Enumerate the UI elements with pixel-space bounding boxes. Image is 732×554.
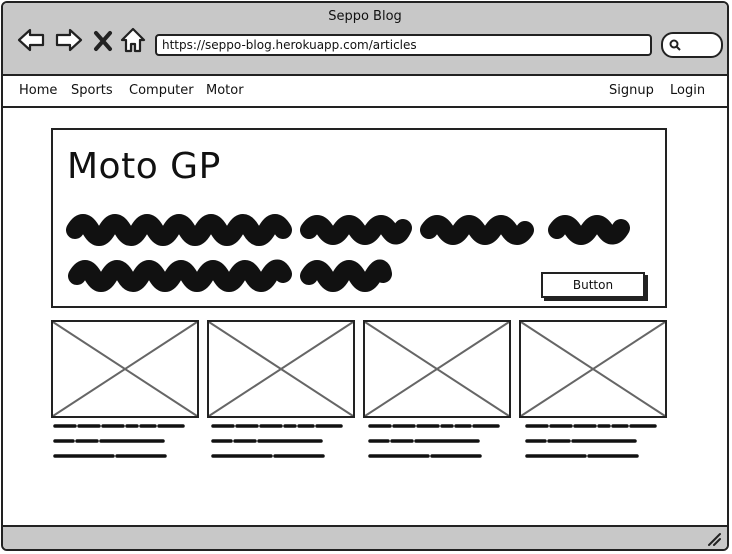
search-field[interactable] <box>661 32 723 58</box>
close-icon[interactable] <box>92 25 114 55</box>
nav-item-signup[interactable]: Signup <box>609 83 654 98</box>
nav-item-login[interactable]: Login <box>670 83 706 98</box>
card-image-4[interactable] <box>519 320 667 418</box>
title-bar: Seppo Blog https://seppo-blog.herokuapp.… <box>3 3 727 76</box>
image-placeholder-icon <box>209 322 353 416</box>
nav-item-motor[interactable]: Motor <box>206 83 244 98</box>
card-image-3[interactable] <box>363 320 511 418</box>
nav-menu: Home Sports Computer Motor Signup Login <box>3 76 727 108</box>
home-icon[interactable] <box>118 25 148 55</box>
hero-title: Moto GP <box>67 146 221 187</box>
resize-grip-icon[interactable] <box>707 532 721 546</box>
image-placeholder-icon <box>521 322 665 416</box>
image-placeholder-icon <box>365 322 509 416</box>
window-title: Seppo Blog <box>328 9 402 24</box>
back-icon[interactable] <box>16 25 46 55</box>
card-text-scribble-1 <box>53 424 185 458</box>
hero-text-scribble <box>66 214 630 292</box>
card-text-scribble-3 <box>368 424 500 458</box>
card-text-scribble-4 <box>525 424 657 458</box>
hero-button[interactable]: Button <box>541 272 645 298</box>
nav-item-sports[interactable]: Sports <box>71 83 113 98</box>
card-image-1[interactable] <box>51 320 199 418</box>
forward-icon[interactable] <box>54 25 84 55</box>
status-bar <box>3 525 727 549</box>
address-bar[interactable]: https://seppo-blog.herokuapp.com/article… <box>155 34 652 56</box>
nav-item-home[interactable]: Home <box>19 83 58 98</box>
card-text-scribble-2 <box>211 424 343 458</box>
card-image-2[interactable] <box>207 320 355 418</box>
search-icon <box>669 39 681 51</box>
nav-item-computer[interactable]: Computer <box>129 83 194 98</box>
image-placeholder-icon <box>53 322 197 416</box>
hero-panel: Moto GP Button <box>51 128 667 308</box>
